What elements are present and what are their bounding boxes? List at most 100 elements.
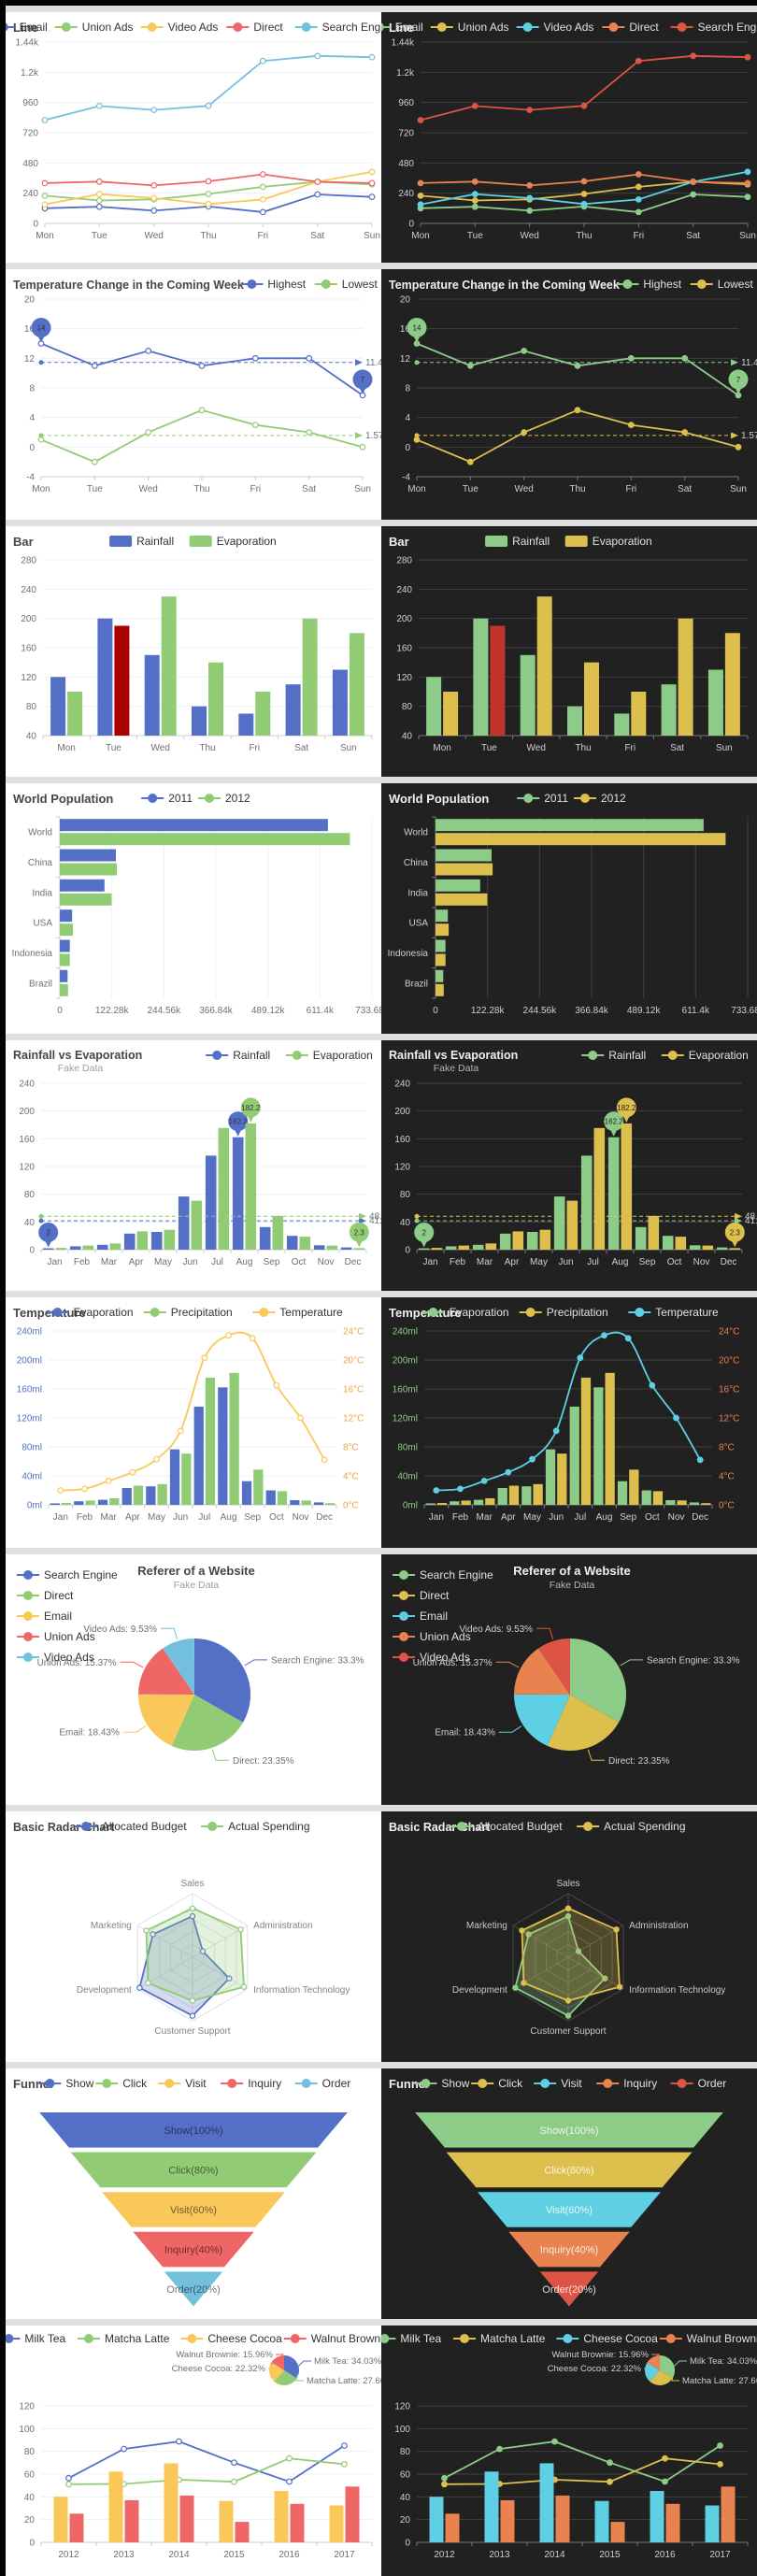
series-highest[interactable]: 11.43 14 7 (31, 318, 382, 399)
series-evaporation[interactable] (50, 1387, 324, 1505)
series-walnut-brownie[interactable] (69, 2486, 360, 2542)
minipie-slice-milk-tea[interactable] (660, 2355, 675, 2379)
pie-slice-direct[interactable] (547, 1695, 620, 1752)
pie-slice-union-ads[interactable] (514, 1648, 570, 1695)
series-allocated-budget[interactable] (136, 1912, 233, 2019)
pie-slice-email[interactable] (513, 1694, 570, 1746)
funnel-step-order[interactable]: Order(20%) (160, 2269, 227, 2310)
legend-item-video-ads[interactable]: Video Ads (140, 21, 219, 34)
legend-item-visit[interactable]: Visit (534, 2077, 582, 2090)
series-direct[interactable] (41, 171, 376, 189)
series-temperature[interactable] (433, 1331, 704, 1494)
series-precipitation[interactable] (61, 1372, 336, 1505)
series-lowest[interactable]: 1.57 (37, 407, 381, 465)
legend-item-actual-spending[interactable]: Actual Spending (577, 1820, 686, 1833)
series-evaporation[interactable]: 48.07 182.2 2.3 (38, 1097, 382, 1250)
legend-item-rainfall[interactable]: Rainfall (206, 1049, 270, 1062)
legend-item-click[interactable]: Click (95, 2077, 148, 2090)
legend-item-lowest[interactable]: Lowest (314, 278, 378, 291)
legend-item-walnut-brownie[interactable]: Walnut Brownie (283, 2332, 381, 2345)
legend-item-evaporation[interactable]: Evaporation (189, 535, 277, 548)
legend-item-video-ads[interactable]: Video Ads (393, 1651, 470, 1664)
minipie-slice-cheese-cocoa[interactable] (269, 2362, 284, 2382)
legend-item-email[interactable]: Email (6, 21, 48, 34)
funnel-step-visit[interactable]: Visit(60%) (97, 2190, 290, 2229)
minipie-slice-walnut-brownie[interactable] (647, 2355, 661, 2370)
legend-item-show[interactable]: Show (414, 2077, 470, 2090)
funnel-step-visit[interactable]: Visit(60%) (473, 2190, 665, 2229)
legend-item-matcha-latte[interactable]: Matcha Latte (453, 2332, 546, 2345)
pie-slice-search-engine[interactable] (570, 1639, 626, 1723)
legend-item-union-ads[interactable]: Union Ads (393, 1630, 471, 1643)
pie-slice-union-ads[interactable] (138, 1648, 194, 1695)
series-rainfall[interactable] (426, 618, 723, 736)
pie-slice-search-engine[interactable] (194, 1639, 250, 1723)
legend-item-click[interactable]: Click (471, 2077, 523, 2090)
legend-item-cheese-cocoa[interactable]: Cheese Cocoa (180, 2332, 282, 2345)
series-direct[interactable] (417, 171, 751, 189)
legend-item-rainfall[interactable]: Rainfall (485, 535, 550, 548)
pie-slice-direct[interactable] (171, 1695, 244, 1752)
legend-item-search-engine[interactable]: Search Engine (670, 21, 757, 34)
legend-item-precipitation[interactable]: Precipitation (519, 1306, 608, 1319)
legend-item-actual-spending[interactable]: Actual Spending (201, 1820, 310, 1833)
legend-item-walnut-brownie[interactable]: Walnut Brownie (659, 2332, 757, 2345)
funnel-step-click[interactable]: Click(80%) (442, 2150, 696, 2190)
legend-item-milk-tea[interactable]: Milk Tea (6, 2332, 66, 2345)
series-actual-spending[interactable] (143, 1905, 248, 2004)
minipie-slice-walnut-brownie[interactable] (271, 2355, 285, 2370)
legend-item-highest[interactable]: Highest (616, 278, 682, 291)
legend-item-matcha-latte[interactable]: Matcha Latte (78, 2332, 170, 2345)
series-milk-tea[interactable] (441, 2438, 723, 2485)
series-temperature[interactable] (57, 1331, 328, 1494)
legend-item-rainfall[interactable]: Rainfall (581, 1049, 646, 1062)
funnel-step-order[interactable]: Order(20%) (536, 2269, 603, 2310)
legend-item-inquiry[interactable]: Inquiry (221, 2077, 281, 2090)
funnel-step-inquiry[interactable]: Inquiry(40%) (505, 2229, 634, 2269)
series-precipitation[interactable] (436, 1372, 711, 1505)
legend-item-lowest[interactable]: Lowest (690, 278, 754, 291)
legend-item-inquiry[interactable]: Inquiry (596, 2077, 657, 2090)
pie-slice-video-ads[interactable] (163, 1639, 194, 1695)
series-evaporation[interactable] (443, 596, 740, 736)
legend-item-2012[interactable]: 2012 (574, 792, 626, 805)
legend-item-allocated-budget[interactable]: Allocated Budget (74, 1820, 187, 1833)
series-walnut-brownie[interactable] (445, 2486, 736, 2542)
legend-item-visit[interactable]: Visit (158, 2077, 207, 2090)
legend-item-evaporation[interactable]: Evaporation (564, 535, 652, 548)
pie-slice-email[interactable] (137, 1694, 194, 1746)
legend-item-show[interactable]: Show (38, 2077, 94, 2090)
legend-item-cheese-cocoa[interactable]: Cheese Cocoa (556, 2332, 658, 2345)
legend-item-direct[interactable]: Direct (602, 21, 659, 34)
legend-item-direct[interactable]: Direct (17, 1589, 74, 1602)
pie-slice-video-ads[interactable] (538, 1639, 570, 1695)
legend-item-direct[interactable]: Direct (393, 1589, 450, 1602)
series-highest[interactable]: 11.43 14 7 (407, 318, 757, 399)
legend-item-2011[interactable]: 2011 (517, 792, 568, 805)
legend-item-allocated-budget[interactable]: Allocated Budget (450, 1820, 563, 1833)
series-2012[interactable] (436, 833, 726, 996)
series-actual-spending[interactable] (519, 1905, 623, 2004)
series-video-ads[interactable] (417, 168, 751, 208)
series-search-engine[interactable] (41, 52, 376, 123)
legend-item-order[interactable]: Order (294, 2077, 351, 2090)
legend-item-evaporation[interactable]: Evaporation (661, 1049, 749, 1062)
minipie-slice-matcha-latte[interactable] (274, 2370, 297, 2385)
series-rainfall[interactable]: 41.63 162.2 2 (414, 1111, 757, 1250)
funnel-step-inquiry[interactable]: Inquiry(40%) (129, 2229, 258, 2269)
legend-item-evaporation[interactable]: Evaporation (46, 1306, 134, 1319)
legend-item-search-engine[interactable]: Search Engine (294, 21, 381, 34)
legend-item-precipitation[interactable]: Precipitation (143, 1306, 233, 1319)
funnel-step-show[interactable]: Show(100%) (35, 2111, 352, 2150)
legend-item-evaporation[interactable]: Evaporation (285, 1049, 373, 1062)
legend-item-email[interactable]: Email (17, 1610, 72, 1623)
series-cheese-cocoa[interactable] (429, 2463, 720, 2542)
legend-item-video-ads[interactable]: Video Ads (17, 1651, 94, 1664)
minipie-slice-cheese-cocoa[interactable] (645, 2362, 660, 2382)
legend-item-milk-tea[interactable]: Milk Tea (381, 2332, 442, 2345)
series-rainfall[interactable]: 41.63 162.2 2 (38, 1111, 381, 1250)
series-2011[interactable] (436, 819, 704, 982)
legend-item-union-ads[interactable]: Union Ads (17, 1630, 95, 1643)
legend-item-highest[interactable]: Highest (240, 278, 307, 291)
legend-item-rainfall[interactable]: Rainfall (109, 535, 174, 548)
